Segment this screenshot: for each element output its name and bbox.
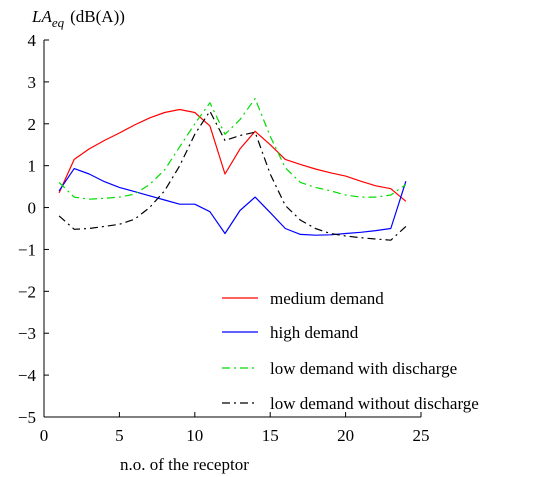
y-tick-label: −1 [18,240,36,259]
y-tick-label: −3 [18,324,36,343]
y-axis-label: LAeq (dB(A)) [31,7,125,30]
x-tick-label: 15 [262,426,279,445]
x-tick-label: 10 [186,426,203,445]
y-tick-label: 4 [28,31,37,50]
y-tick-label: 0 [28,199,37,218]
x-axis-label: n.o. of the receptor [120,455,249,474]
legend-label: low demand without discharge [270,394,479,413]
legend-label: low demand with discharge [270,359,457,378]
y-axis-label-main: LA [31,7,52,26]
legend-label: medium demand [270,289,384,308]
x-ticks: 0 5 10 15 20 25 [40,412,430,445]
y-tick-label: 2 [28,115,37,134]
y-axis-label-unit: (dB(A)) [70,7,125,26]
legend-label: high demand [270,323,359,342]
y-tick-label: −4 [18,366,37,385]
axes [43,40,421,418]
x-tick-label: 0 [40,426,49,445]
series-line-low-demand-without-discharge [58,110,407,241]
y-tick-label: 3 [28,73,37,92]
x-tick-label: 25 [413,426,430,445]
x-tick-label: 5 [115,426,124,445]
y-tick-label: −5 [18,408,36,427]
y-axis-label-sub: eq [52,15,65,30]
series-line-low-demand-with-discharge [58,97,407,200]
series-line-high-demand [58,168,407,236]
y-tick-label: 1 [28,157,37,176]
y-tick-label: −2 [18,282,36,301]
series-line-medium-demand [58,108,407,202]
x-tick-label: 20 [337,426,354,445]
y-ticks: −5 −4 −3 −2 −1 0 1 2 3 4 [18,31,49,427]
legend: medium demand high demand low demand with … [222,289,479,413]
series-layer [58,97,407,241]
